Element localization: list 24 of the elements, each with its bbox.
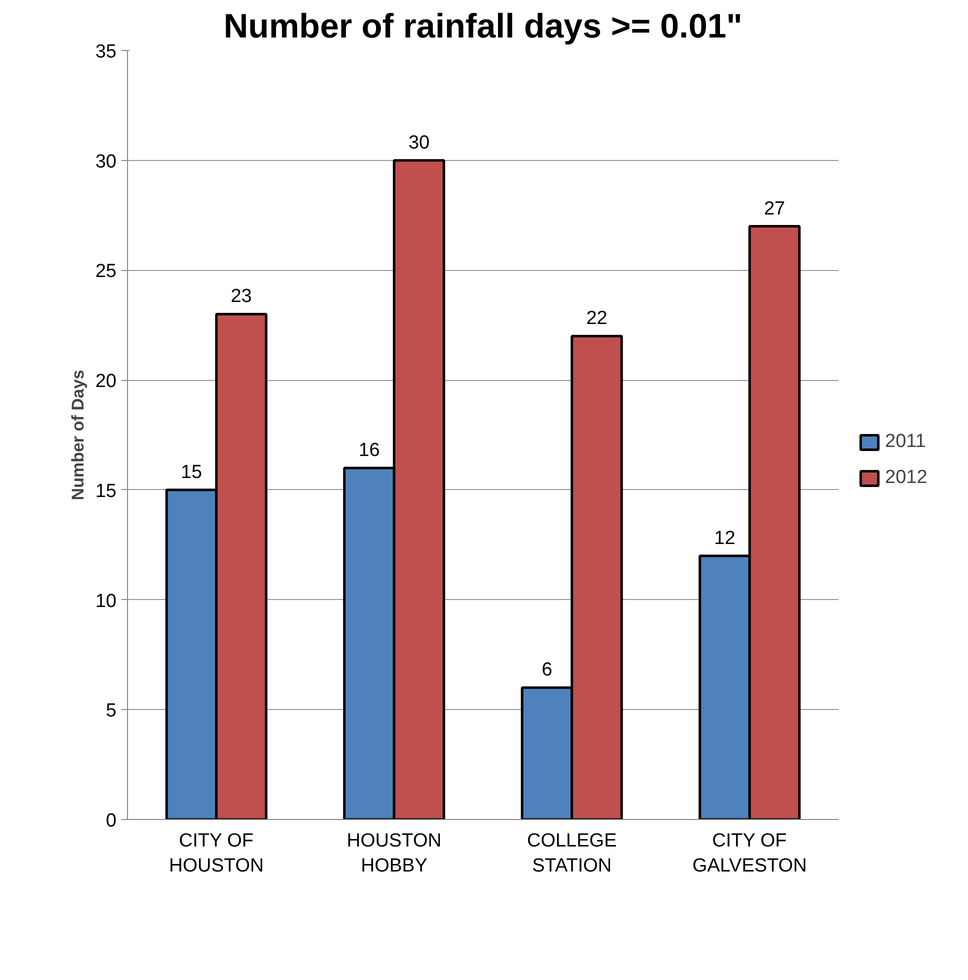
x-tick-label: HOUSTON HOBBY bbox=[346, 830, 442, 877]
chart-title: Number of rainfall days >= 0.01" bbox=[224, 8, 742, 46]
data-label: 30 bbox=[408, 132, 430, 154]
data-label: 27 bbox=[764, 198, 786, 220]
x-tick-label: CITY OF GALVESTON bbox=[692, 830, 807, 877]
y-tick-label: 20 bbox=[95, 371, 117, 392]
data-label: 12 bbox=[714, 528, 736, 549]
y-tick-label: 0 bbox=[106, 810, 117, 832]
y-tick-label: 15 bbox=[95, 480, 117, 502]
y-tick-label: 5 bbox=[106, 700, 117, 722]
y-tick-label: 25 bbox=[95, 261, 117, 282]
y-tick-label: 35 bbox=[95, 42, 117, 62]
y-tick-label: 30 bbox=[95, 151, 117, 172]
data-label: 6 bbox=[542, 660, 552, 681]
y-tick-label: 10 bbox=[95, 590, 117, 612]
legend-label: 2012 bbox=[885, 467, 928, 489]
data-label: 22 bbox=[586, 308, 608, 330]
x-tick-label: COLLEGE STATION bbox=[526, 830, 617, 877]
x-tick-label: CITY OF HOUSTON bbox=[169, 830, 264, 877]
legend-label: 2011 bbox=[885, 431, 926, 453]
data-label: 15 bbox=[180, 462, 202, 483]
data-label: 16 bbox=[358, 440, 380, 461]
y-axis-title: Number of Days bbox=[68, 370, 88, 500]
data-label: 23 bbox=[230, 286, 252, 308]
